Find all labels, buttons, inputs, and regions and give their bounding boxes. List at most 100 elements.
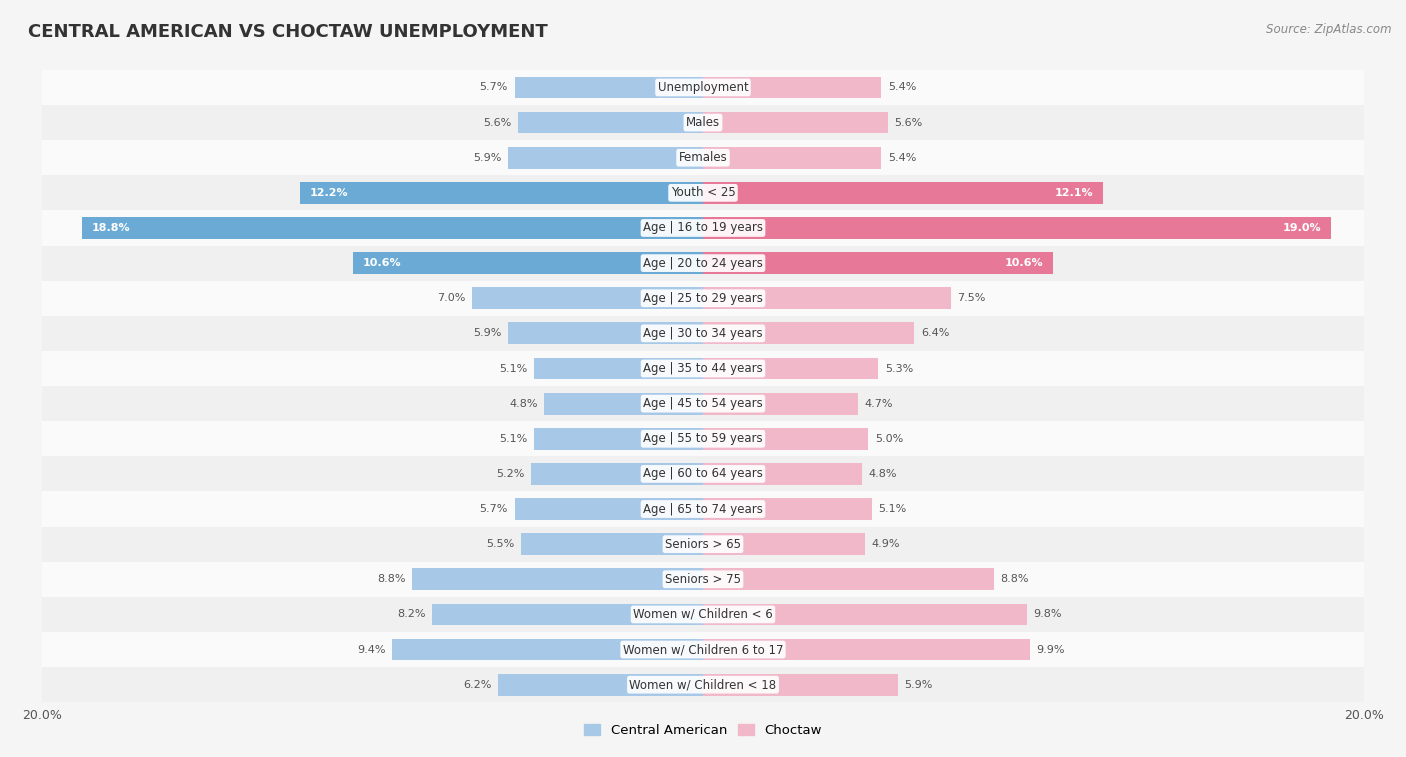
Text: 4.9%: 4.9% <box>872 539 900 549</box>
Text: 4.8%: 4.8% <box>868 469 897 479</box>
Text: Age | 60 to 64 years: Age | 60 to 64 years <box>643 467 763 481</box>
Bar <box>42 667 1364 702</box>
Text: Women w/ Children < 18: Women w/ Children < 18 <box>630 678 776 691</box>
Text: 5.7%: 5.7% <box>479 504 508 514</box>
Bar <box>534 428 703 450</box>
Text: 4.7%: 4.7% <box>865 399 893 409</box>
Text: 9.8%: 9.8% <box>1033 609 1062 619</box>
Bar <box>703 112 889 133</box>
Text: Age | 35 to 44 years: Age | 35 to 44 years <box>643 362 763 375</box>
Text: 5.1%: 5.1% <box>499 363 527 373</box>
Text: 7.5%: 7.5% <box>957 293 986 304</box>
Bar <box>703 252 1053 274</box>
Bar <box>517 112 703 133</box>
Text: Seniors > 65: Seniors > 65 <box>665 537 741 550</box>
Text: 5.7%: 5.7% <box>479 83 508 92</box>
Text: 5.5%: 5.5% <box>486 539 515 549</box>
Bar <box>42 140 1364 176</box>
Text: CENTRAL AMERICAN VS CHOCTAW UNEMPLOYMENT: CENTRAL AMERICAN VS CHOCTAW UNEMPLOYMENT <box>28 23 548 41</box>
Bar <box>703 322 914 344</box>
Text: 5.9%: 5.9% <box>472 329 502 338</box>
Bar <box>42 386 1364 421</box>
Text: Women w/ Children 6 to 17: Women w/ Children 6 to 17 <box>623 643 783 656</box>
Bar <box>42 176 1364 210</box>
Text: 18.8%: 18.8% <box>91 223 131 233</box>
Text: 5.6%: 5.6% <box>894 117 922 128</box>
Text: Source: ZipAtlas.com: Source: ZipAtlas.com <box>1267 23 1392 36</box>
Bar <box>703 498 872 520</box>
Text: Youth < 25: Youth < 25 <box>671 186 735 199</box>
Bar <box>703 217 1330 239</box>
Bar <box>42 456 1364 491</box>
Bar <box>515 498 703 520</box>
Bar <box>42 527 1364 562</box>
Text: Women w/ Children < 6: Women w/ Children < 6 <box>633 608 773 621</box>
Bar <box>498 674 703 696</box>
Bar <box>42 491 1364 527</box>
Text: Females: Females <box>679 151 727 164</box>
Bar <box>703 182 1102 204</box>
Bar <box>703 147 882 169</box>
Text: 9.9%: 9.9% <box>1036 644 1066 655</box>
Text: 5.3%: 5.3% <box>884 363 912 373</box>
Bar <box>299 182 703 204</box>
Bar <box>42 281 1364 316</box>
Text: 5.9%: 5.9% <box>904 680 934 690</box>
Bar <box>703 76 882 98</box>
Text: Seniors > 75: Seniors > 75 <box>665 573 741 586</box>
Bar <box>703 393 858 415</box>
Bar <box>392 639 703 660</box>
Text: 5.6%: 5.6% <box>484 117 512 128</box>
Bar <box>531 463 703 484</box>
Text: 19.0%: 19.0% <box>1282 223 1320 233</box>
Text: 9.4%: 9.4% <box>357 644 385 655</box>
Bar <box>515 76 703 98</box>
Text: 6.4%: 6.4% <box>921 329 949 338</box>
Text: 10.6%: 10.6% <box>1005 258 1043 268</box>
Bar <box>534 357 703 379</box>
Bar <box>42 351 1364 386</box>
Text: 12.2%: 12.2% <box>309 188 349 198</box>
Legend: Central American, Choctaw: Central American, Choctaw <box>579 718 827 742</box>
Bar <box>42 316 1364 351</box>
Text: 7.0%: 7.0% <box>437 293 465 304</box>
Text: 10.6%: 10.6% <box>363 258 401 268</box>
Text: 6.2%: 6.2% <box>463 680 492 690</box>
Text: Age | 16 to 19 years: Age | 16 to 19 years <box>643 222 763 235</box>
Bar <box>508 322 703 344</box>
Bar <box>471 288 703 309</box>
Bar <box>432 603 703 625</box>
Text: 5.1%: 5.1% <box>499 434 527 444</box>
Text: Age | 30 to 34 years: Age | 30 to 34 years <box>643 327 763 340</box>
Text: 8.8%: 8.8% <box>377 575 405 584</box>
Bar <box>82 217 703 239</box>
Text: 5.4%: 5.4% <box>889 153 917 163</box>
Bar <box>703 639 1031 660</box>
Bar <box>412 569 703 590</box>
Bar <box>42 70 1364 105</box>
Text: 12.1%: 12.1% <box>1054 188 1092 198</box>
Bar <box>522 533 703 555</box>
Bar <box>703 463 862 484</box>
Bar <box>42 597 1364 632</box>
Text: 5.1%: 5.1% <box>879 504 907 514</box>
Bar <box>703 288 950 309</box>
Bar <box>42 245 1364 281</box>
Text: Age | 65 to 74 years: Age | 65 to 74 years <box>643 503 763 516</box>
Text: 5.9%: 5.9% <box>472 153 502 163</box>
Text: Age | 55 to 59 years: Age | 55 to 59 years <box>643 432 763 445</box>
Bar <box>703 569 994 590</box>
Text: Age | 20 to 24 years: Age | 20 to 24 years <box>643 257 763 269</box>
Text: Unemployment: Unemployment <box>658 81 748 94</box>
Bar <box>42 632 1364 667</box>
Text: 5.0%: 5.0% <box>875 434 903 444</box>
Bar <box>703 603 1026 625</box>
Text: 4.8%: 4.8% <box>509 399 537 409</box>
Bar <box>703 674 898 696</box>
Bar <box>703 357 879 379</box>
Text: Age | 45 to 54 years: Age | 45 to 54 years <box>643 397 763 410</box>
Text: Males: Males <box>686 116 720 129</box>
Bar <box>42 105 1364 140</box>
Text: 8.8%: 8.8% <box>1001 575 1029 584</box>
Text: 5.4%: 5.4% <box>889 83 917 92</box>
